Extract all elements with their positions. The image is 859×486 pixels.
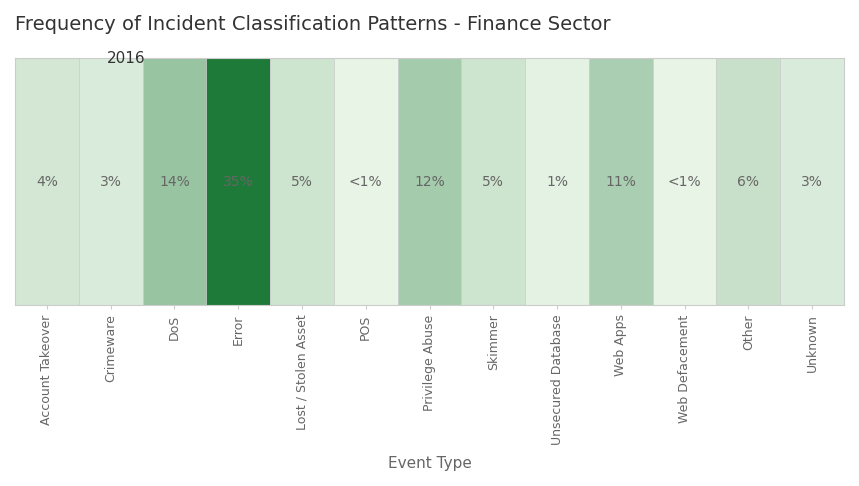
- Text: 5%: 5%: [291, 174, 313, 189]
- Bar: [461, 58, 525, 305]
- Text: 6%: 6%: [737, 174, 759, 189]
- Bar: [589, 58, 653, 305]
- Text: 3%: 3%: [801, 174, 823, 189]
- Bar: [334, 58, 398, 305]
- Bar: [79, 58, 143, 305]
- Text: 3%: 3%: [100, 174, 122, 189]
- Bar: [206, 58, 270, 305]
- Text: 5%: 5%: [483, 174, 504, 189]
- Bar: [270, 58, 334, 305]
- X-axis label: Event Type: Event Type: [387, 456, 472, 471]
- Text: 2016: 2016: [107, 51, 146, 66]
- Text: 1%: 1%: [546, 174, 568, 189]
- Text: <1%: <1%: [349, 174, 382, 189]
- Bar: [780, 58, 844, 305]
- Text: 35%: 35%: [222, 174, 253, 189]
- Bar: [716, 58, 780, 305]
- Text: <1%: <1%: [667, 174, 702, 189]
- Text: 4%: 4%: [36, 174, 58, 189]
- Bar: [525, 58, 589, 305]
- Text: 11%: 11%: [606, 174, 637, 189]
- Text: 14%: 14%: [159, 174, 190, 189]
- Bar: [398, 58, 461, 305]
- Bar: [653, 58, 716, 305]
- Text: Frequency of Incident Classification Patterns - Finance Sector: Frequency of Incident Classification Pat…: [15, 15, 611, 34]
- Bar: [15, 58, 79, 305]
- Bar: [143, 58, 206, 305]
- Text: 12%: 12%: [414, 174, 445, 189]
